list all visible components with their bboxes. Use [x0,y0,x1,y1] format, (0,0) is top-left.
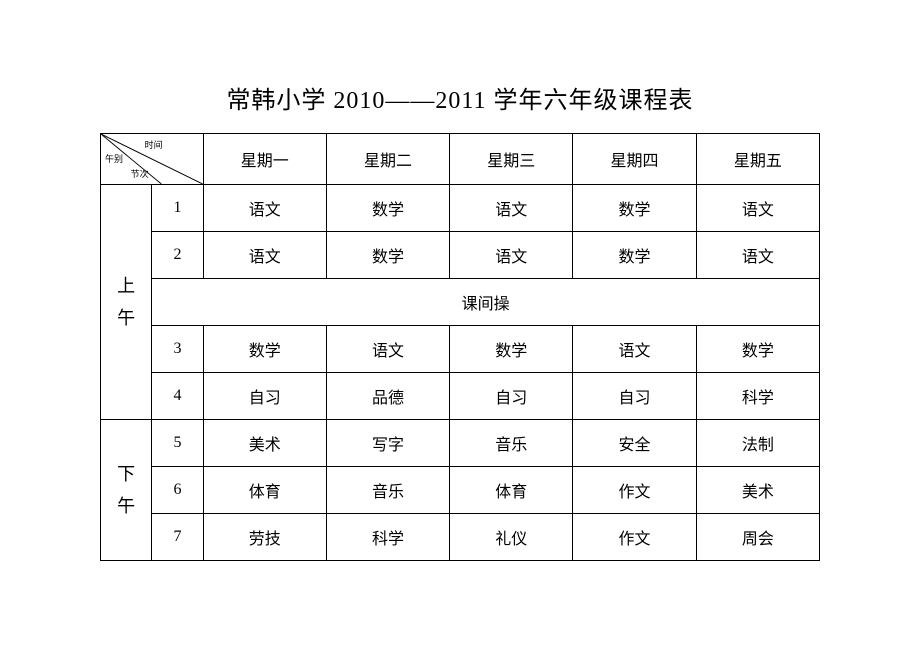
subject-cell: 自习 [203,373,326,420]
subject-cell: 语文 [450,232,573,279]
subject-cell: 美术 [203,420,326,467]
subject-cell: 周会 [696,514,819,561]
subject-cell: 音乐 [326,467,449,514]
subject-cell: 语文 [450,185,573,232]
schedule-table: 时间 午别 节次 星期一 星期二 星期三 星期四 星期五 上午 1 语文 数学 … [100,133,820,561]
subject-cell: 数学 [326,232,449,279]
period-cell: 2 [152,232,203,279]
session-afternoon: 下午 [101,420,152,561]
subject-cell: 品德 [326,373,449,420]
subject-cell: 数学 [696,326,819,373]
table-row: 2 语文 数学 语文 数学 语文 [101,232,820,279]
subject-cell: 作文 [573,514,696,561]
day-header: 星期四 [573,134,696,185]
table-header-row: 时间 午别 节次 星期一 星期二 星期三 星期四 星期五 [101,134,820,185]
day-header: 星期三 [450,134,573,185]
day-header: 星期一 [203,134,326,185]
subject-cell: 数学 [203,326,326,373]
subject-cell: 语文 [696,185,819,232]
subject-cell: 科学 [696,373,819,420]
subject-cell: 科学 [326,514,449,561]
period-cell: 5 [152,420,203,467]
diag-label-session: 午别 [105,152,123,165]
period-cell: 4 [152,373,203,420]
table-row: 4 自习 品德 自习 自习 科学 [101,373,820,420]
subject-cell: 自习 [573,373,696,420]
subject-cell: 自习 [450,373,573,420]
subject-cell: 作文 [573,467,696,514]
subject-cell: 体育 [450,467,573,514]
period-cell: 1 [152,185,203,232]
subject-cell: 音乐 [450,420,573,467]
period-cell: 3 [152,326,203,373]
table-row: 7 劳技 科学 礼仪 作文 周会 [101,514,820,561]
table-row: 3 数学 语文 数学 语文 数学 [101,326,820,373]
subject-cell: 法制 [696,420,819,467]
period-cell: 7 [152,514,203,561]
subject-cell: 语文 [326,326,449,373]
subject-cell: 礼仪 [450,514,573,561]
table-row: 下午 5 美术 写字 音乐 安全 法制 [101,420,820,467]
break-row: 课间操 [101,279,820,326]
subject-cell: 语文 [203,232,326,279]
subject-cell: 语文 [696,232,819,279]
subject-cell: 美术 [696,467,819,514]
subject-cell: 劳技 [203,514,326,561]
session-morning: 上午 [101,185,152,420]
subject-cell: 体育 [203,467,326,514]
subject-cell: 安全 [573,420,696,467]
period-cell: 6 [152,467,203,514]
subject-cell: 数学 [450,326,573,373]
diag-label-period: 节次 [131,167,149,180]
subject-cell: 数学 [326,185,449,232]
diagonal-header-cell: 时间 午别 节次 [101,134,204,185]
day-header: 星期二 [326,134,449,185]
break-cell: 课间操 [152,279,820,326]
subject-cell: 数学 [573,185,696,232]
subject-cell: 数学 [573,232,696,279]
subject-cell: 语文 [573,326,696,373]
subject-cell: 写字 [326,420,449,467]
diag-label-time: 时间 [145,138,163,151]
day-header: 星期五 [696,134,819,185]
subject-cell: 语文 [203,185,326,232]
page-title: 常韩小学 2010——2011 学年六年级课程表 [100,80,820,115]
table-row: 6 体育 音乐 体育 作文 美术 [101,467,820,514]
table-row: 上午 1 语文 数学 语文 数学 语文 [101,185,820,232]
